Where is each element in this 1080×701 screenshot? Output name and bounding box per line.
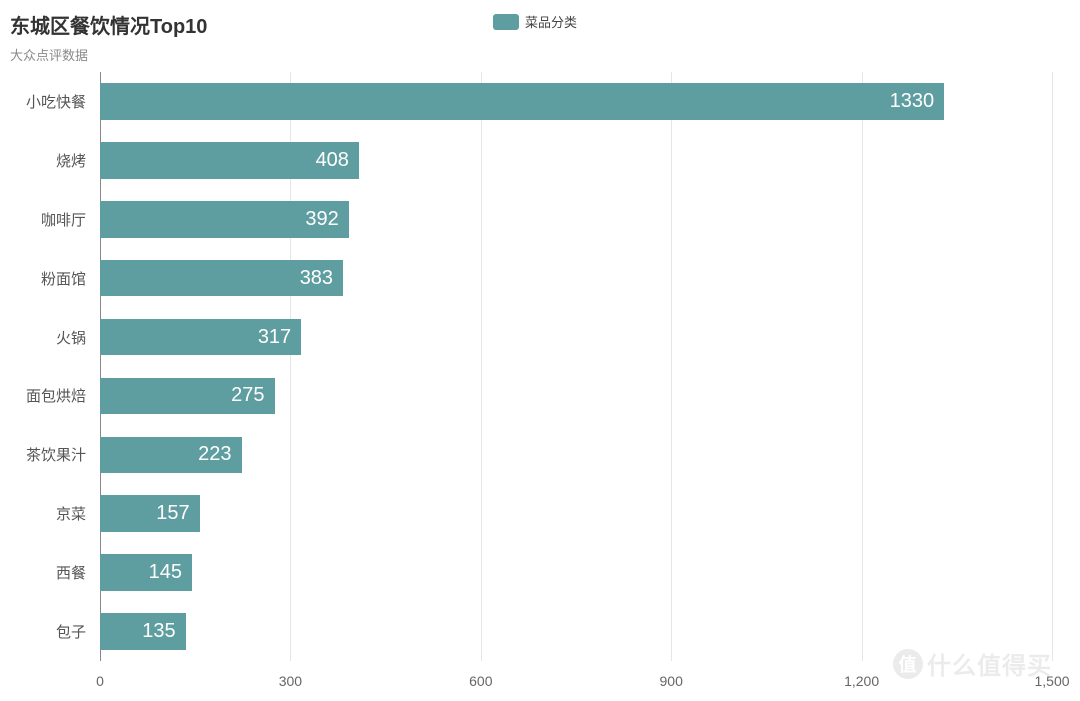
bar[interactable]: 392 <box>100 201 349 238</box>
bar-value-label: 1330 <box>890 90 935 113</box>
bar-row: 烧烤408 <box>100 142 1052 179</box>
bar[interactable]: 275 <box>100 378 275 415</box>
x-tick-label: 900 <box>660 673 683 689</box>
category-label: 烧烤 <box>56 150 86 171</box>
bar-row: 粉面馆383 <box>100 260 1052 297</box>
bar-value-label: 317 <box>258 326 291 349</box>
gridline <box>1052 72 1053 661</box>
bar[interactable]: 135 <box>100 613 186 650</box>
bar-value-label: 157 <box>156 502 189 525</box>
x-tick-label: 1,500 <box>1034 673 1069 689</box>
x-tick-label: 600 <box>469 673 492 689</box>
bar-value-label: 223 <box>198 443 231 466</box>
category-label: 火锅 <box>56 327 86 348</box>
bar-row: 茶饮果汁223 <box>100 437 1052 474</box>
chart-header: 东城区餐饮情况Top10 大众点评数据 菜品分类 <box>10 10 1060 54</box>
bar-value-label: 275 <box>231 384 264 407</box>
chart-container: 东城区餐饮情况Top10 大众点评数据 菜品分类 0 300 600 900 1,200… <box>0 0 1080 701</box>
bar-value-label: 145 <box>149 561 182 584</box>
bar[interactable]: 383 <box>100 260 343 297</box>
bar-row: 京菜157 <box>100 495 1052 532</box>
bar[interactable]: 223 <box>100 437 242 474</box>
bar[interactable]: 408 <box>100 142 359 179</box>
category-label: 咖啡厅 <box>41 209 86 230</box>
x-tick-label: 300 <box>279 673 302 689</box>
bar-value-label: 135 <box>142 620 175 643</box>
legend[interactable]: 菜品分类 <box>493 12 577 31</box>
bar-value-label: 408 <box>316 149 349 172</box>
category-label: 京菜 <box>56 503 86 524</box>
category-label: 茶饮果汁 <box>26 444 86 465</box>
legend-swatch <box>493 14 519 30</box>
x-tick-label: 1,200 <box>844 673 879 689</box>
bar[interactable]: 317 <box>100 319 301 356</box>
bar-value-label: 383 <box>300 267 333 290</box>
chart-subtitle: 大众点评数据 <box>10 45 207 64</box>
bar-row: 面包烘焙275 <box>100 378 1052 415</box>
bar-row: 西餐145 <box>100 554 1052 591</box>
category-label: 西餐 <box>56 562 86 583</box>
bar[interactable]: 157 <box>100 495 200 532</box>
category-label: 小吃快餐 <box>26 91 86 112</box>
x-tick-label: 0 <box>96 673 104 689</box>
bar[interactable]: 1330 <box>100 83 944 120</box>
bar[interactable]: 145 <box>100 554 192 591</box>
bar-row: 火锅317 <box>100 319 1052 356</box>
category-label: 粉面馆 <box>41 268 86 289</box>
bar-row: 咖啡厅392 <box>100 201 1052 238</box>
bar-row: 包子135 <box>100 613 1052 650</box>
category-label: 包子 <box>56 621 86 642</box>
legend-label: 菜品分类 <box>525 12 577 31</box>
title-block: 东城区餐饮情况Top10 大众点评数据 <box>10 10 207 64</box>
plot-area: 03006009001,2001,500小吃快餐1330烧烤408咖啡厅392粉… <box>100 72 1052 661</box>
category-label: 面包烘焙 <box>26 385 86 406</box>
bar-value-label: 392 <box>305 208 338 231</box>
chart-title: 东城区餐饮情况Top10 <box>10 10 207 39</box>
bar-row: 小吃快餐1330 <box>100 83 1052 120</box>
